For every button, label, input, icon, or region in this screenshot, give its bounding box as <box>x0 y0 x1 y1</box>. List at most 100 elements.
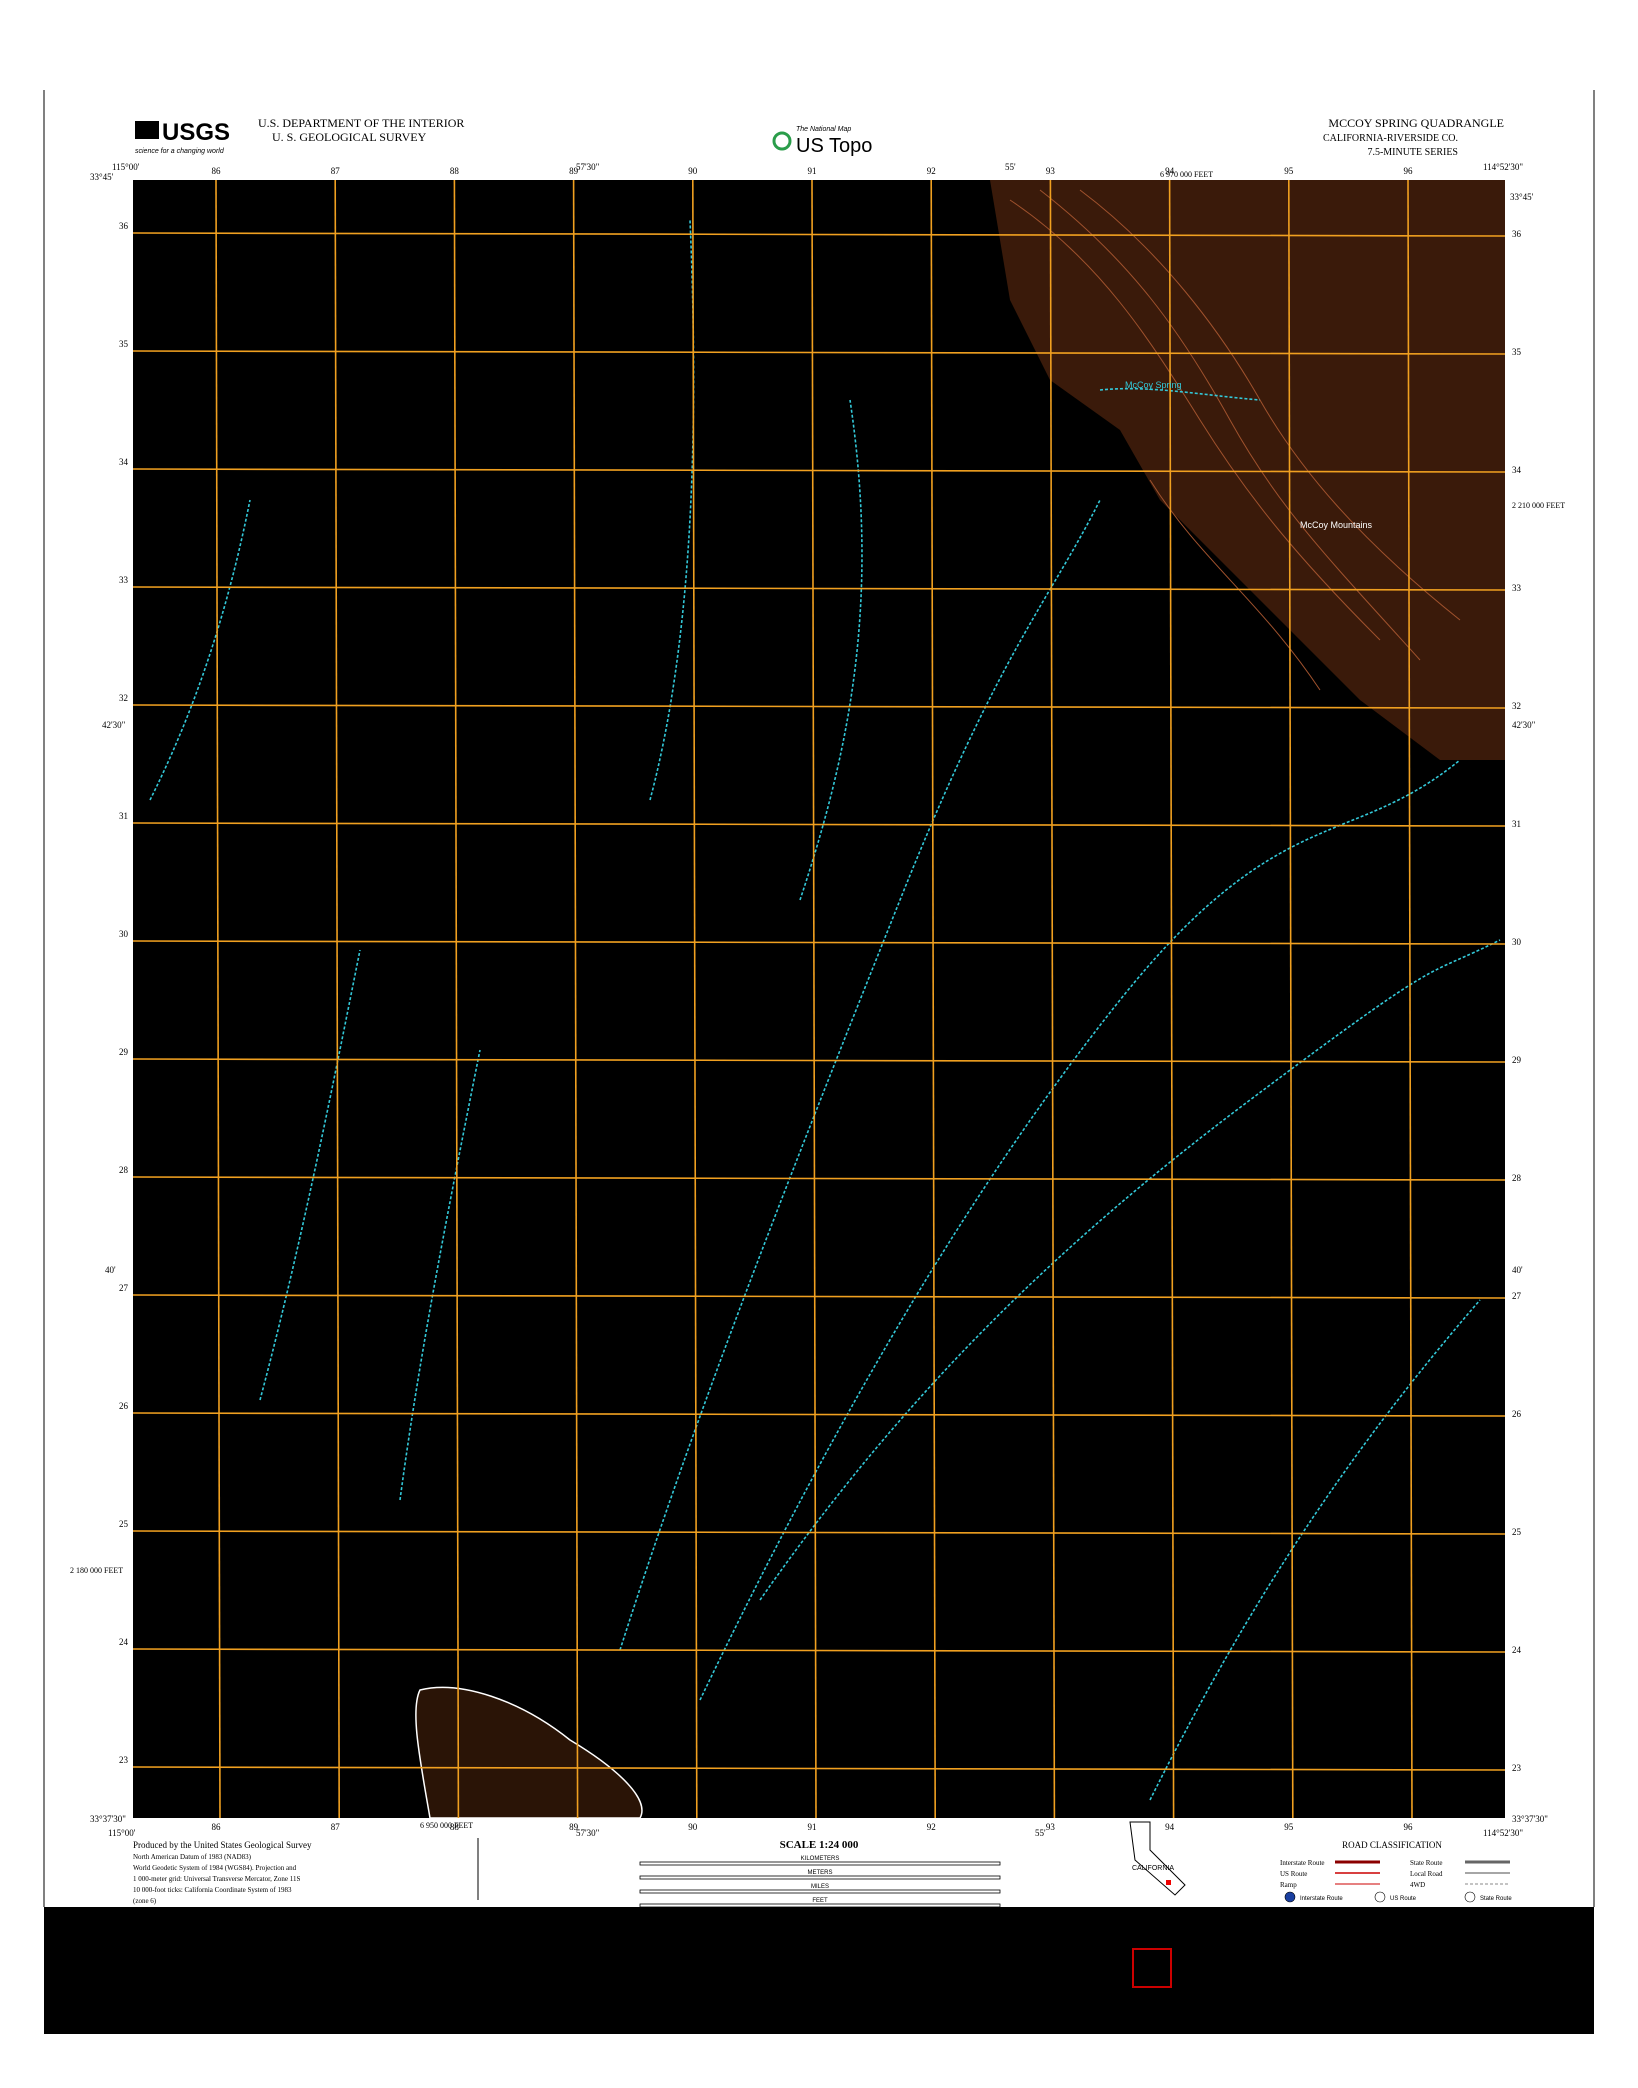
grid-line <box>132 1176 1506 1181</box>
shield <box>1464 1891 1476 1903</box>
feature-label: McCoy Spring <box>1125 380 1182 390</box>
northing-label: 24 <box>119 1637 129 1647</box>
grid-line <box>132 704 1506 709</box>
mid-lat: 40' <box>105 1265 116 1275</box>
producer-line: (zone 6) <box>133 1897 157 1905</box>
easting-label: 90 <box>688 1822 698 1832</box>
road-type: Interstate Route <box>1280 1859 1325 1867</box>
road-legend: Interstate Route US Route Ramp State Route L… <box>1280 1859 1512 1903</box>
corner-lon: 115°00' <box>108 1828 136 1838</box>
sand-area <box>415 1686 643 1819</box>
streams <box>149 219 1501 1801</box>
easting-label: 88 <box>450 166 460 176</box>
scale-bar <box>639 1875 1001 1880</box>
easting-label: 91 <box>808 1822 817 1832</box>
northing-label: 23 <box>1512 1763 1522 1773</box>
grid-line <box>1407 179 1413 1819</box>
contour <box>1079 189 1461 621</box>
shield <box>1284 1891 1296 1903</box>
northing-label: 34 <box>119 457 129 467</box>
mid-lat: 42'30" <box>102 720 126 730</box>
easting-label: 96 <box>1404 166 1414 176</box>
road-type: State Route <box>1410 1859 1442 1867</box>
northing-label: 31 <box>1512 819 1521 829</box>
northing-label: 30 <box>119 929 129 939</box>
stream <box>759 939 1501 1601</box>
contour <box>1149 479 1321 691</box>
feet-tick: 6 970 000 FEET <box>1160 170 1213 179</box>
easting-label: 87 <box>331 1822 341 1832</box>
northing-label: 34 <box>1512 465 1522 475</box>
series: 7.5-MINUTE SERIES <box>1367 147 1458 158</box>
grid-line <box>132 1766 1506 1771</box>
grid-line <box>132 468 1506 473</box>
road-type: Ramp <box>1280 1881 1297 1889</box>
grid-line <box>132 1058 1506 1063</box>
northing-label: 36 <box>119 221 129 231</box>
quadrangle-title: MCCOY SPRING QUADRANGLE <box>1328 116 1504 130</box>
mid-lon: 55' <box>1035 1828 1046 1838</box>
grid-line <box>132 1648 1506 1653</box>
road-type: US Route <box>1280 1870 1307 1878</box>
scale-unit: MILES <box>811 1884 829 1890</box>
northing-label: 35 <box>119 339 129 349</box>
feet-tick: 6 950 000 FEET <box>420 1821 473 1830</box>
grid-line <box>132 586 1506 591</box>
easting-label: 94 <box>1165 166 1175 176</box>
northing-label: 24 <box>1512 1645 1522 1655</box>
contour <box>1039 189 1421 661</box>
shield <box>1374 1891 1386 1903</box>
logo-tag: science for a changing world <box>135 148 225 155</box>
producer-line: 1 000-meter grid: Universal Transverse M… <box>133 1875 301 1883</box>
northing-label: 28 <box>119 1165 129 1175</box>
grid-line <box>132 1530 1506 1535</box>
bottom-band <box>44 1907 1594 2034</box>
producer-line: 10 000-foot ticks: California Coordinate… <box>133 1886 292 1894</box>
scale-unit: FEET <box>812 1898 828 1904</box>
mid-lon: 57'30" <box>576 1828 600 1838</box>
producer-line: World Geodetic System of 1984 (WGS84). P… <box>133 1864 297 1872</box>
state-name: CALIFORNIA <box>1132 1865 1174 1872</box>
corner-lon: 114°52'30" <box>1483 162 1523 172</box>
state-outline <box>1129 1821 1186 1896</box>
easting-label: 93 <box>1046 1822 1056 1832</box>
easting-label: 96 <box>1404 1822 1414 1832</box>
easting-label: 88 <box>450 1822 460 1832</box>
northing-label: 26 <box>119 1401 129 1411</box>
scale-bar <box>639 1889 1001 1894</box>
grid-line <box>572 179 579 1819</box>
survey: U. S. GEOLOGICAL SURVEY <box>272 130 427 144</box>
northing-label: 33 <box>1512 583 1522 593</box>
agency: U.S. DEPARTMENT OF THE INTERIOR <box>258 116 464 130</box>
northing-label: 23 <box>119 1755 129 1765</box>
contour <box>1009 199 1381 641</box>
grid-line <box>691 179 698 1819</box>
shield-label: Interstate Route <box>1300 1896 1343 1902</box>
corner-lon: 114°52'30" <box>1483 1828 1523 1838</box>
northing-label: 28 <box>1512 1173 1522 1183</box>
stream <box>259 949 361 1401</box>
stream <box>699 759 1461 1701</box>
stream <box>799 399 863 901</box>
northing-label: 30 <box>1512 937 1522 947</box>
scale-unit: METERS <box>807 1870 832 1876</box>
corner-lat: 33°37'30" <box>1512 1814 1548 1824</box>
easting-label: 86 <box>212 166 222 176</box>
grid-line <box>930 179 937 1819</box>
corner-lat: 33°37'30" <box>90 1814 126 1824</box>
easting-label: 92 <box>927 166 936 176</box>
northing-label: 29 <box>1512 1055 1522 1065</box>
northing-label: 27 <box>1512 1291 1522 1301</box>
feature-label: McCoy Mountains <box>1300 520 1373 530</box>
stream <box>649 219 695 801</box>
producer-line: Produced by the United States Geological… <box>133 1840 312 1850</box>
mid-lat: 40' <box>1512 1265 1523 1275</box>
northing-label: 31 <box>119 811 128 821</box>
grid-line <box>1049 179 1056 1819</box>
mountain-area <box>990 180 1505 760</box>
northing-label: 35 <box>1512 347 1522 357</box>
grid <box>132 179 1506 1819</box>
easting-label: 89 <box>569 166 579 176</box>
shield-label: State Route <box>1480 1896 1512 1902</box>
